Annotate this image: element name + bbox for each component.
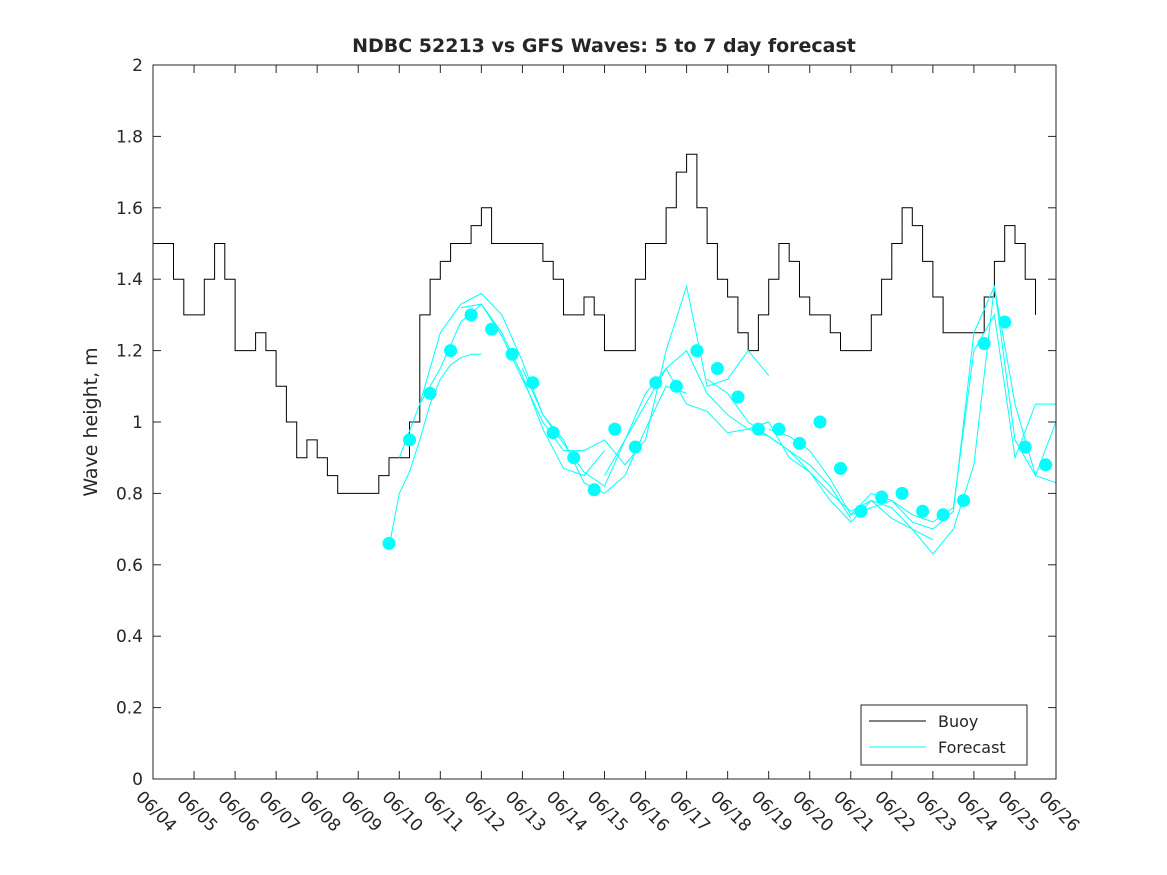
forecast-point (628, 440, 642, 454)
forecast-point (977, 337, 991, 350)
forecast-point (710, 362, 724, 375)
forecast-point (1039, 458, 1053, 472)
y-axis: 0 0.2 0.4 0.6 0.8 1 1.2 1.4 1.6 1.8 2 (116, 56, 1056, 790)
forecast-point (526, 376, 540, 390)
legend-label-forecast: Forecast (938, 738, 1006, 757)
forecast-point (957, 494, 971, 507)
forecast-point (772, 422, 786, 436)
forecast-point (1018, 440, 1032, 454)
forecast-point (546, 426, 560, 440)
forecast-point (649, 376, 663, 390)
forecast-point (464, 308, 478, 322)
y-tick-label: 1.8 (116, 127, 143, 147)
series-forecast-line-2 (398, 303, 605, 477)
forecast-point (916, 504, 930, 518)
y-tick-label: 0 (132, 770, 143, 790)
forecast-point (485, 322, 499, 336)
forecast-point (382, 536, 396, 550)
forecast-point (936, 508, 950, 522)
forecast-point (505, 347, 519, 361)
y-tick-label: 1.6 (116, 199, 143, 219)
series-buoy-line (153, 153, 1036, 494)
forecast-point (854, 504, 868, 518)
chart-title: NDBC 52213 vs GFS Waves: 5 to 7 day fore… (352, 35, 856, 57)
y-tick-label: 1 (132, 413, 143, 433)
forecast-point (731, 390, 745, 404)
forecast-point (895, 486, 909, 500)
y-tick-label: 2 (132, 56, 143, 76)
forecast-point (567, 451, 581, 465)
legend-label-buoy: Buoy (938, 712, 978, 731)
legend: Buoy Forecast (860, 704, 1028, 766)
forecast-point (875, 490, 889, 504)
y-tick-label: 0.8 (116, 484, 143, 504)
forecast-point (793, 436, 806, 450)
y-tick-label: 0.6 (116, 556, 143, 576)
y-tick-label: 1.4 (116, 270, 143, 290)
forecast-point (998, 315, 1012, 329)
legend-box (860, 704, 1028, 766)
y-axis-label: Wave height, m (80, 347, 102, 496)
forecast-point (669, 379, 683, 393)
forecast-point (587, 483, 601, 497)
forecast-point (690, 344, 704, 358)
y-tick-label: 0.2 (116, 699, 143, 719)
forecast-point (751, 422, 765, 436)
forecast-point (403, 433, 416, 447)
forecast-point (423, 386, 437, 400)
forecast-point (608, 422, 622, 436)
forecast-point (444, 344, 458, 358)
y-tick-label: 0.4 (116, 627, 143, 647)
plot-area (153, 65, 1056, 779)
series-forecast-line-8 (768, 284, 1057, 530)
series-layer (153, 153, 1057, 555)
forecast-point (834, 461, 847, 475)
forecast-point (813, 415, 827, 429)
y-tick-label: 1.2 (116, 342, 143, 362)
